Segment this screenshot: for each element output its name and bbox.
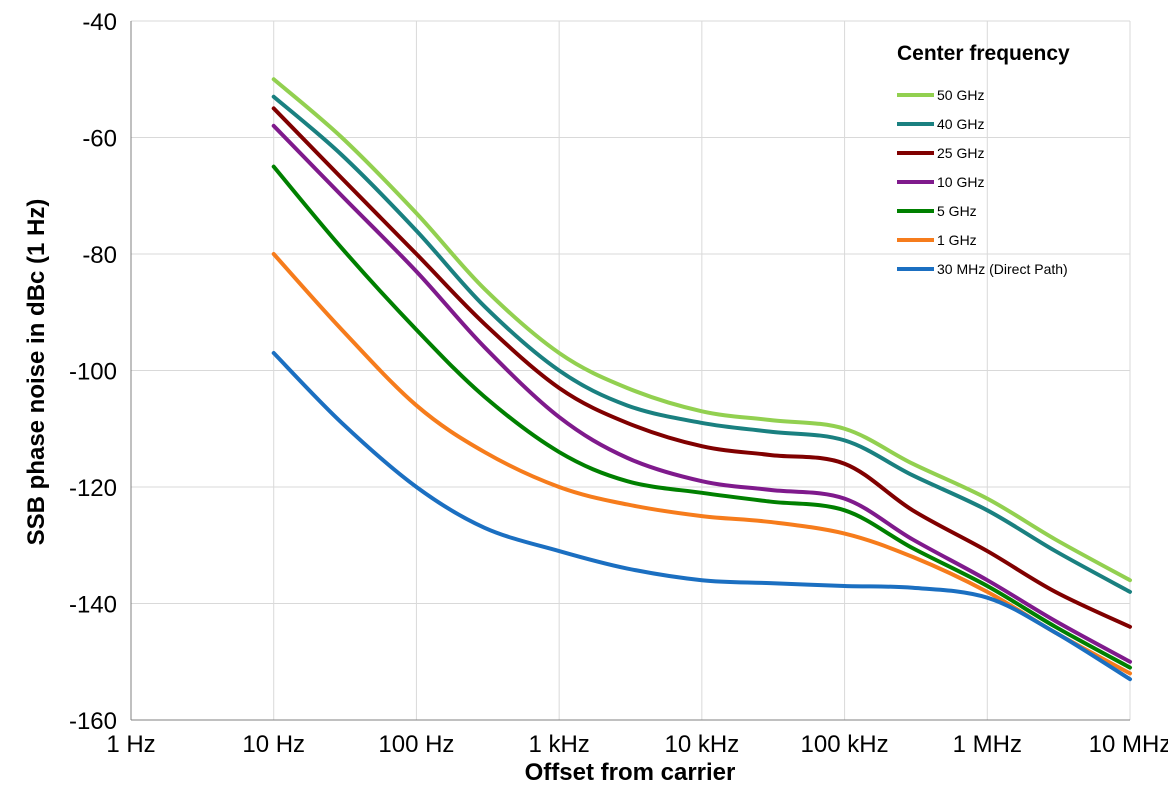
x-tick-label: 10 kHz <box>665 731 740 758</box>
plot-area <box>130 21 1130 721</box>
series-line <box>271 77 1132 583</box>
legend-label: 25 GHz <box>937 145 984 161</box>
legend-label: 30 MHz (Direct Path) <box>937 261 1068 277</box>
x-tick-labels: 1 Hz 10 Hz 100 Hz 1 kHz 10 kHz 100 kHz 1 MHz 10… <box>106 731 1168 758</box>
legend-label: 40 GHz <box>937 116 984 132</box>
y-tick-label: -40 <box>82 9 117 36</box>
legend-label: 50 GHz <box>937 87 984 103</box>
legend: Center frequency 50 GHz 40 GHz 25 GHz 10 GH… <box>897 42 1070 277</box>
y-tick-label: -160 <box>69 708 117 735</box>
y-tick-label: -80 <box>82 242 117 269</box>
series-line <box>271 252 1132 676</box>
y-tick-label: -100 <box>69 359 117 386</box>
y-tick-label: -120 <box>69 475 117 502</box>
series-line <box>271 106 1132 629</box>
y-tick-labels: -40 -60 -80 -100 -120 -140 -160 <box>69 9 117 735</box>
x-axis-title: Offset from carrier <box>525 759 736 786</box>
x-tick-label: 10 MHz <box>1089 731 1168 758</box>
legend-label: 1 GHz <box>937 232 977 248</box>
series-line <box>271 351 1132 682</box>
series-line <box>271 123 1132 664</box>
legend-label: 10 GHz <box>937 174 984 190</box>
series-lines <box>271 77 1132 682</box>
y-tick-label: -60 <box>82 126 117 153</box>
series-line <box>271 164 1132 670</box>
series-line <box>271 94 1132 594</box>
x-tick-label: 100 Hz <box>378 731 454 758</box>
x-tick-label: 1 Hz <box>106 731 155 758</box>
y-axis-title: SSB phase noise in dBc (1 Hz) <box>23 199 50 546</box>
x-tick-label: 100 kHz <box>801 731 889 758</box>
legend-title: Center frequency <box>897 42 1070 65</box>
x-tick-label: 10 Hz <box>242 731 305 758</box>
legend-label: 5 GHz <box>937 203 977 219</box>
x-tick-label: 1 kHz <box>528 731 589 758</box>
x-tick-label: 1 MHz <box>953 731 1022 758</box>
y-tick-label: -140 <box>69 592 117 619</box>
